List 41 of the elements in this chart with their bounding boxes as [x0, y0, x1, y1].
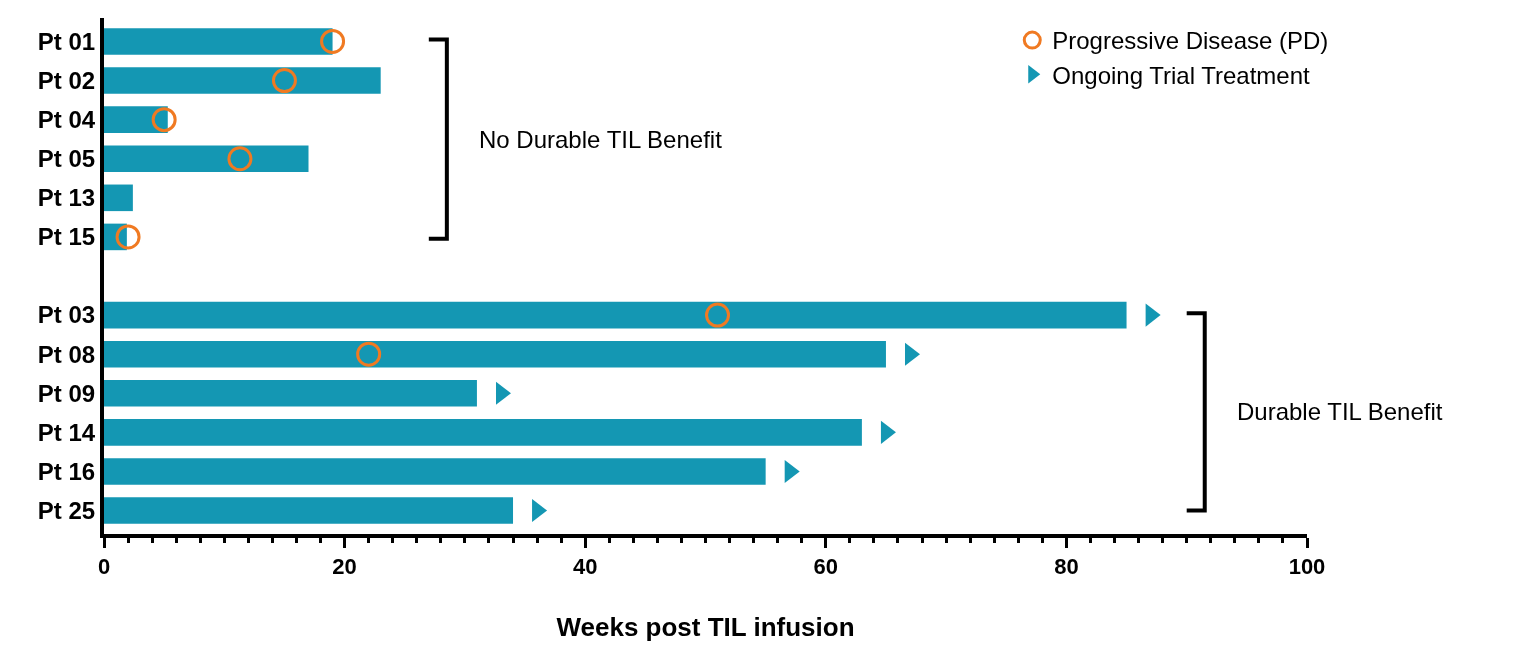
annotation: No Durable TIL Benefit	[479, 126, 723, 153]
x-tick-label: 100	[1288, 554, 1326, 580]
y-tick-label: Pt 13	[37, 184, 96, 212]
y-tick-label: Pt 04	[37, 106, 96, 134]
bar	[104, 419, 862, 446]
bar	[104, 145, 309, 173]
bar	[104, 340, 886, 368]
x-tick-label: 80	[1054, 554, 1079, 580]
point	[271, 68, 297, 94]
annotation: Durable TIL Benefit	[1237, 398, 1443, 425]
bar	[104, 67, 381, 94]
bar	[104, 379, 477, 407]
point	[227, 146, 253, 172]
y-tick-label: Pt 03	[37, 301, 96, 329]
x-tick-label: 0	[97, 554, 111, 580]
y-tick-label: Pt 25	[37, 496, 96, 524]
point	[115, 224, 141, 250]
y-tick-label: Pt 08	[37, 340, 96, 368]
y-tick-label: Pt 01	[37, 27, 96, 55]
legend-label: Ongoing Trial Treatment	[1052, 61, 1311, 89]
bar	[104, 106, 168, 133]
legend-label: Progressive Disease (PD)	[1052, 27, 1329, 55]
bar	[104, 497, 514, 524]
point	[320, 28, 346, 54]
point	[356, 341, 382, 367]
x-tick-label: 40	[572, 554, 598, 580]
point	[151, 107, 177, 133]
y-tick-label: Pt 09	[37, 379, 96, 407]
y-tick-label: Pt 15	[37, 223, 96, 251]
y-tick-label: Pt 16	[37, 457, 96, 485]
x-axis-title: Weeks post TIL infusion	[556, 611, 855, 642]
bar	[104, 184, 133, 212]
bar	[104, 28, 333, 55]
x-tick-label: 60	[813, 554, 839, 580]
point	[705, 302, 731, 328]
bar	[104, 458, 766, 485]
x-tick-label: 20	[332, 554, 357, 580]
y-tick-label: Pt 05	[37, 145, 96, 173]
y-tick-label: Pt 14	[37, 418, 96, 446]
bar	[104, 301, 1127, 329]
y-tick-label: Pt 02	[37, 66, 96, 94]
